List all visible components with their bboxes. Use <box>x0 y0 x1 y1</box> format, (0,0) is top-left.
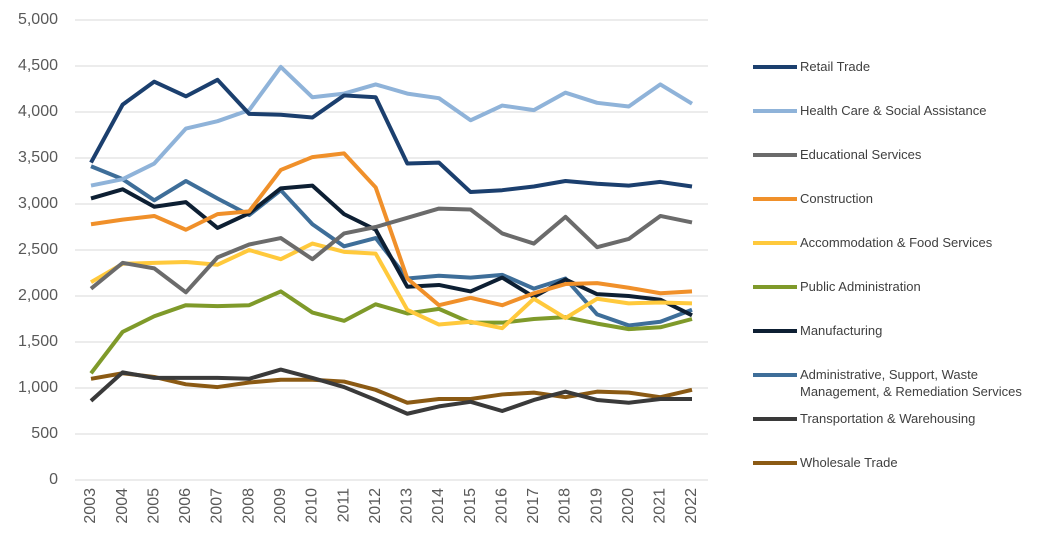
legend-item: Health Care & Social Assistance <box>753 102 1048 119</box>
x-tick-label: 2017 <box>525 488 542 524</box>
x-tick-label: 2012 <box>367 488 384 524</box>
legend-label: Health Care & Social Assistance <box>800 103 987 118</box>
series-line <box>89 206 693 295</box>
y-tick-label: 3,000 <box>18 195 58 212</box>
series-line <box>89 289 693 375</box>
legend-item: Administrative, Support, Waste Managemen… <box>753 366 1048 400</box>
y-tick-label: 3,500 <box>18 149 58 166</box>
series-line <box>89 77 693 195</box>
series-line <box>89 367 692 416</box>
legend-swatch <box>753 461 797 465</box>
legend-label: Administrative, Support, Waste Managemen… <box>800 367 1022 399</box>
y-tick-label: 2,500 <box>18 241 58 258</box>
x-tick-label: 2008 <box>240 488 257 524</box>
legend-label: Construction <box>800 191 873 206</box>
legend-label: Manufacturing <box>800 323 883 338</box>
legend-label: Accommodation & Food Services <box>800 235 993 250</box>
x-tick-label: 2022 <box>683 488 700 524</box>
x-tick-label: 2015 <box>462 488 479 524</box>
x-tick-label: 2005 <box>145 488 162 524</box>
y-tick-label: 500 <box>31 425 58 442</box>
x-tick-label: 2007 <box>209 488 226 524</box>
x-tick-label: 2004 <box>114 488 131 524</box>
legend-item: Wholesale Trade <box>753 454 1048 471</box>
x-tick-label: 2006 <box>177 488 194 524</box>
legend-swatch <box>753 153 797 157</box>
x-tick-label: 2016 <box>493 488 510 524</box>
y-tick-label: 0 <box>49 471 58 488</box>
x-tick-label: 2010 <box>304 488 321 524</box>
x-tick-label: 2020 <box>620 488 637 524</box>
y-tick-label: 2,000 <box>18 287 58 304</box>
legend-item: Accommodation & Food Services <box>753 234 1048 251</box>
y-tick-label: 4,000 <box>18 103 58 120</box>
y-tick-label: 4,500 <box>18 57 58 74</box>
legend-item: Educational Services <box>753 146 1048 163</box>
legend-swatch <box>753 65 797 69</box>
legend-swatch <box>753 285 797 289</box>
y-tick-label: 1,000 <box>18 379 58 396</box>
legend-swatch <box>753 109 797 113</box>
legend-swatch <box>753 241 797 245</box>
x-tick-label: 2019 <box>588 488 605 524</box>
legend-item: Construction <box>753 190 1048 207</box>
legend-item: Public Administration <box>753 278 1048 295</box>
legend-item: Manufacturing <box>753 322 1048 339</box>
legend-item: Transportation & Warehousing <box>753 410 1048 427</box>
x-tick-label: 2009 <box>272 488 289 524</box>
x-tick-label: 2014 <box>430 488 447 524</box>
legend-label: Retail Trade <box>800 59 871 74</box>
legend-label: Transportation & Warehousing <box>800 411 976 426</box>
series-line <box>89 241 693 331</box>
legend-label: Educational Services <box>800 147 922 162</box>
x-tick-label: 2013 <box>399 488 416 524</box>
series-line <box>90 183 693 318</box>
series-line <box>90 64 694 188</box>
legend-swatch <box>753 417 797 421</box>
legend-swatch <box>753 197 797 201</box>
y-tick-label: 5,000 <box>18 11 58 28</box>
legend-label: Wholesale Trade <box>800 455 898 470</box>
legend-item: Retail Trade <box>753 58 1048 75</box>
y-tick-label: 1,500 <box>18 333 58 350</box>
series-line <box>90 151 693 308</box>
series-line <box>90 371 693 405</box>
x-tick-label: 2011 <box>335 488 352 523</box>
x-tick-label: 2003 <box>82 488 99 524</box>
x-tick-label: 2018 <box>557 488 574 524</box>
legend-swatch <box>753 329 797 333</box>
legend-swatch <box>753 373 797 377</box>
legend-label: Public Administration <box>800 279 921 294</box>
x-tick-label: 2021 <box>652 488 669 524</box>
